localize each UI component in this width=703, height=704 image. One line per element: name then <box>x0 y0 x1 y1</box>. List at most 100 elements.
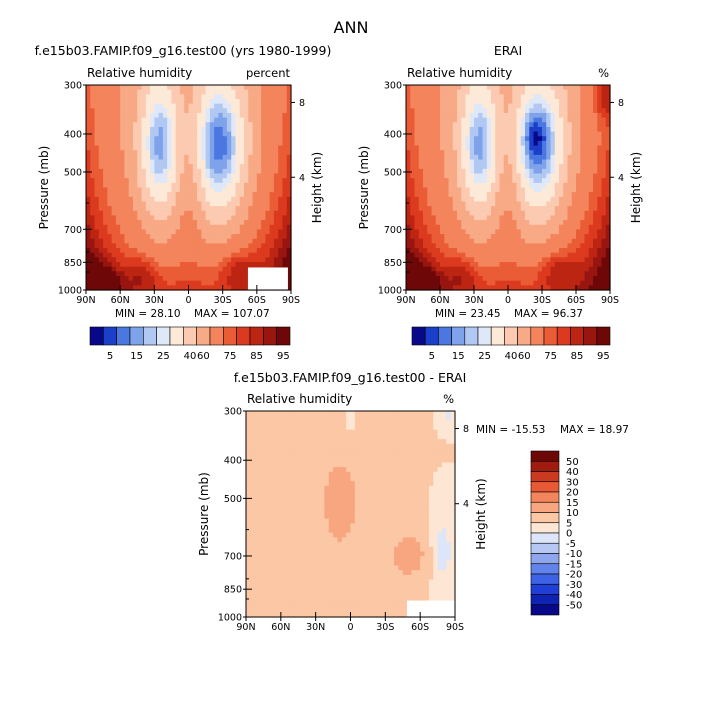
panel2-cell <box>431 220 437 226</box>
panel3-cell <box>333 467 339 473</box>
panel1-cell <box>209 164 215 170</box>
panel1-cell <box>175 136 181 142</box>
panel3-cell <box>254 411 260 417</box>
panel2-cell <box>461 280 467 286</box>
panel1-cell <box>252 154 258 161</box>
panel1-cell <box>167 108 173 114</box>
panel2-cell <box>542 145 547 151</box>
panel3-cell <box>415 415 421 421</box>
panel2-cell <box>529 182 535 189</box>
panel2-cell <box>533 164 539 170</box>
panel2-cell <box>478 238 484 245</box>
panel2-cell <box>593 243 598 249</box>
panel2-cell <box>461 150 467 156</box>
panel1-cell <box>209 243 215 249</box>
panel1-cell <box>261 243 266 249</box>
panel3-cell <box>350 420 356 426</box>
panel1-cell <box>256 168 262 175</box>
panel2-cell <box>576 94 581 100</box>
panel2-cell <box>571 224 577 231</box>
panel2-cell <box>491 210 496 217</box>
panel3-cell <box>320 457 325 464</box>
panel1-cell <box>261 201 266 207</box>
panel3-cell <box>363 448 369 454</box>
panel2-cell <box>554 112 560 119</box>
panel2-cell <box>486 164 492 170</box>
panel2-cell <box>571 220 577 226</box>
panel1-cell <box>218 280 224 286</box>
panel1-cell <box>86 220 91 226</box>
panel1-cell <box>192 89 198 95</box>
panel1-cell <box>239 126 245 133</box>
panel1-cell <box>261 131 266 137</box>
panel1-cell <box>171 173 177 179</box>
panel1-cell <box>145 243 151 249</box>
panel2-cell <box>533 168 539 175</box>
panel3-cell <box>389 415 395 421</box>
panel2-cell <box>546 164 552 170</box>
panel2-cell <box>537 131 543 137</box>
panel1-cell <box>188 224 194 231</box>
panel2-cell <box>542 243 547 249</box>
panel1-ytick-label: 1000 <box>58 286 82 297</box>
panel2-cell <box>546 238 552 245</box>
panel2-cell <box>406 89 411 95</box>
panel1-cell <box>244 98 249 105</box>
panel2-cell <box>576 168 581 175</box>
panel1-cell <box>261 168 266 175</box>
panel1-cell <box>192 150 198 156</box>
panel1-cell <box>171 85 177 91</box>
panel1-cell <box>107 159 113 165</box>
panel1-cell <box>132 182 138 189</box>
panel1-cell <box>175 98 181 105</box>
panel1-xtick-label: 90N <box>76 295 95 306</box>
panel1-cell <box>197 145 202 151</box>
panel2-cell <box>550 187 556 193</box>
panel2-cell <box>508 192 513 198</box>
panel2-cell <box>414 145 420 151</box>
panel1-cell <box>261 126 266 133</box>
panel2-cell <box>537 98 543 105</box>
panel1-cell <box>120 126 126 133</box>
panel2-cell <box>469 178 475 184</box>
panel2-cell <box>469 103 475 109</box>
panel2-cell <box>537 192 543 198</box>
panel2-cell <box>499 126 505 133</box>
panel2-cell <box>452 276 458 282</box>
panel2-cell <box>601 159 607 165</box>
panel1-cell <box>192 206 198 212</box>
panel2-cell <box>516 168 522 175</box>
panel1-cell <box>150 117 155 123</box>
panel2-cell <box>516 182 522 189</box>
panel2-cell <box>465 85 471 91</box>
panel2-cell <box>597 262 603 268</box>
panel2-cell <box>482 108 488 114</box>
panel2-cell <box>461 229 467 235</box>
panel1-cell <box>167 210 173 217</box>
panel2-cell <box>427 280 433 286</box>
panel2-cell <box>563 131 569 137</box>
panel2-cell <box>474 164 479 170</box>
panel3-cell <box>320 411 325 417</box>
panel1-cell <box>158 248 164 254</box>
panel2-cell <box>597 108 603 114</box>
panel2-cell <box>491 276 496 282</box>
panel1-cell <box>235 131 241 137</box>
panel1-cell <box>150 187 155 193</box>
panel2-cell <box>601 89 607 95</box>
panel2-cell <box>474 136 479 142</box>
panel3-cell <box>250 462 256 468</box>
panel1-cell <box>197 224 202 231</box>
panel2-cell <box>414 234 420 240</box>
panel2-cell <box>525 108 530 114</box>
panel1-cell <box>273 126 279 133</box>
panel2-cell <box>520 103 526 109</box>
panel1-cell <box>214 154 219 161</box>
panel1-cell <box>107 266 113 272</box>
panel1-cell <box>158 220 164 226</box>
panel2-cell <box>571 210 577 217</box>
panel1-cell <box>103 224 108 231</box>
panel1-cell <box>111 238 117 245</box>
panel2-cell <box>571 229 577 235</box>
panel2-cell <box>423 98 428 105</box>
